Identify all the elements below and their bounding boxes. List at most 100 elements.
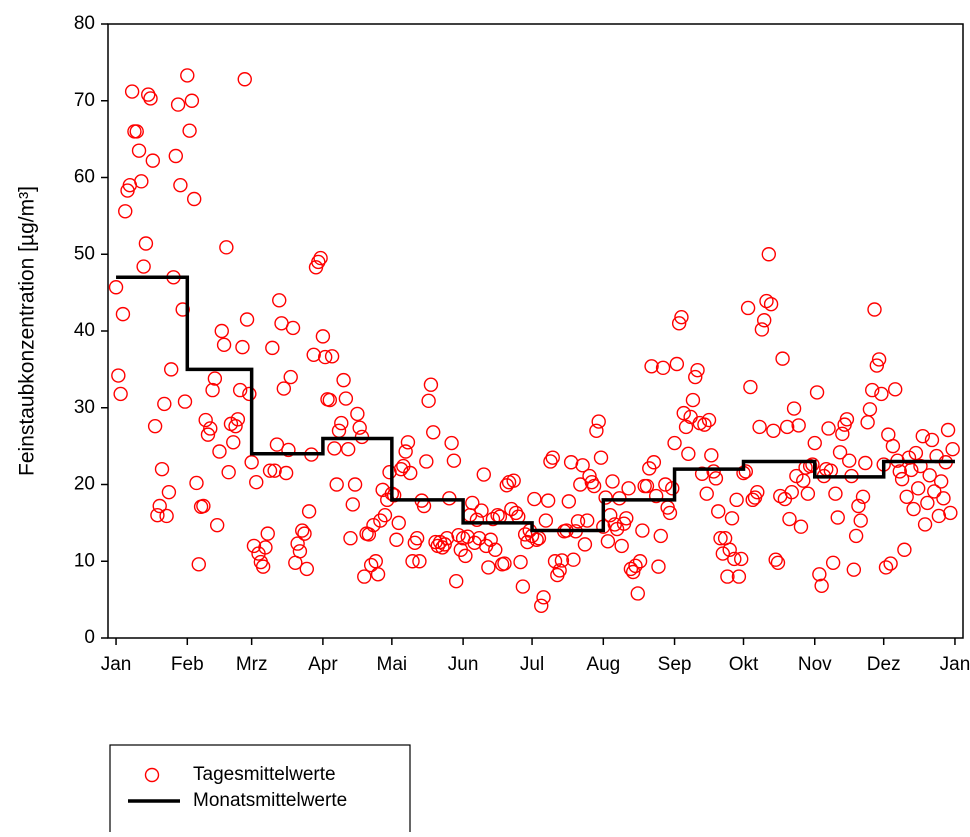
data-point	[145, 153, 161, 168]
data-point	[159, 508, 174, 524]
data-point	[665, 481, 680, 496]
data-point	[269, 437, 285, 452]
data-point	[311, 254, 326, 270]
data-point	[157, 396, 172, 412]
y-axis-label: Feinstaubkonzentration [µg/m³]	[16, 186, 39, 476]
data-point	[421, 393, 436, 409]
data-point	[203, 421, 218, 436]
data-point	[370, 567, 386, 582]
data-point	[892, 464, 907, 479]
data-point	[906, 501, 921, 517]
x-tick-label: Jul	[520, 654, 544, 675]
data-point	[825, 555, 841, 570]
data-point	[216, 337, 232, 353]
data-point	[582, 468, 597, 484]
data-point	[396, 458, 411, 474]
x-tick-label: Mrz	[236, 654, 268, 675]
data-point	[313, 250, 328, 266]
data-point	[306, 347, 321, 362]
data-point	[262, 463, 278, 478]
data-point	[681, 446, 696, 461]
data-point	[315, 329, 331, 344]
data-point	[793, 519, 809, 534]
data-point	[324, 349, 340, 364]
data-point	[205, 382, 220, 398]
data-point	[329, 477, 344, 492]
data-point	[173, 177, 188, 193]
data-point	[756, 313, 772, 328]
data-point	[340, 441, 356, 457]
data-point	[476, 467, 491, 482]
data-point	[738, 464, 754, 479]
data-point	[437, 537, 452, 552]
data-point	[196, 498, 211, 514]
data-point	[111, 368, 126, 383]
data-point	[920, 495, 935, 511]
legend-label: Tagesmittelwerte	[193, 764, 336, 785]
data-point	[506, 473, 521, 488]
data-point	[644, 359, 659, 374]
data-point	[350, 406, 365, 422]
data-point	[375, 482, 390, 498]
data-point	[678, 419, 694, 435]
data-point	[598, 490, 613, 505]
data-point	[802, 458, 818, 474]
data-point	[386, 488, 402, 503]
data-point	[782, 511, 797, 527]
data-point	[219, 240, 234, 255]
data-point	[688, 369, 703, 385]
data-point	[281, 442, 296, 458]
data-point	[485, 511, 501, 527]
data-point	[299, 561, 315, 577]
data-point	[734, 551, 749, 567]
y-tick-label: 70	[74, 90, 95, 111]
data-point	[653, 528, 668, 544]
data-point	[545, 450, 560, 465]
data-point	[255, 559, 271, 574]
data-point	[752, 419, 767, 435]
data-point	[131, 143, 147, 158]
legend-marker	[144, 767, 160, 783]
data-point	[851, 498, 866, 514]
data-point	[922, 468, 937, 483]
data-point	[699, 486, 714, 501]
data-point	[754, 322, 770, 337]
data-point	[373, 513, 388, 528]
data-point	[655, 360, 671, 376]
data-point	[283, 369, 298, 385]
data-point	[363, 557, 379, 573]
data-point	[393, 461, 409, 477]
data-point	[669, 356, 685, 372]
data-point	[161, 484, 177, 500]
data-point	[249, 474, 264, 490]
data-point	[152, 498, 167, 514]
data-point	[858, 455, 873, 471]
data-point	[164, 362, 179, 377]
y-tick-label: 0	[84, 627, 95, 648]
legend-label: Monatsmittelwerte	[193, 790, 347, 811]
x-tick-label: Sep	[658, 654, 692, 675]
data-point	[667, 435, 682, 451]
data-point	[566, 552, 581, 567]
data-point	[391, 515, 406, 531]
x-tick-label: Apr	[308, 654, 338, 675]
data-point	[927, 484, 942, 499]
data-point	[343, 531, 358, 546]
data-point	[129, 124, 144, 139]
data-point	[600, 534, 616, 549]
data-point	[577, 537, 593, 552]
data-point	[334, 415, 349, 431]
data-point	[648, 488, 664, 504]
data-point	[347, 477, 363, 492]
data-point	[630, 586, 645, 601]
data-point	[465, 495, 480, 511]
data-point	[403, 465, 418, 481]
x-tick-label: Mai	[377, 654, 408, 675]
data-point	[297, 526, 312, 541]
data-point	[832, 445, 848, 460]
data-point	[423, 377, 439, 392]
data-point	[398, 444, 413, 459]
data-point	[862, 402, 878, 417]
data-point	[580, 513, 595, 528]
